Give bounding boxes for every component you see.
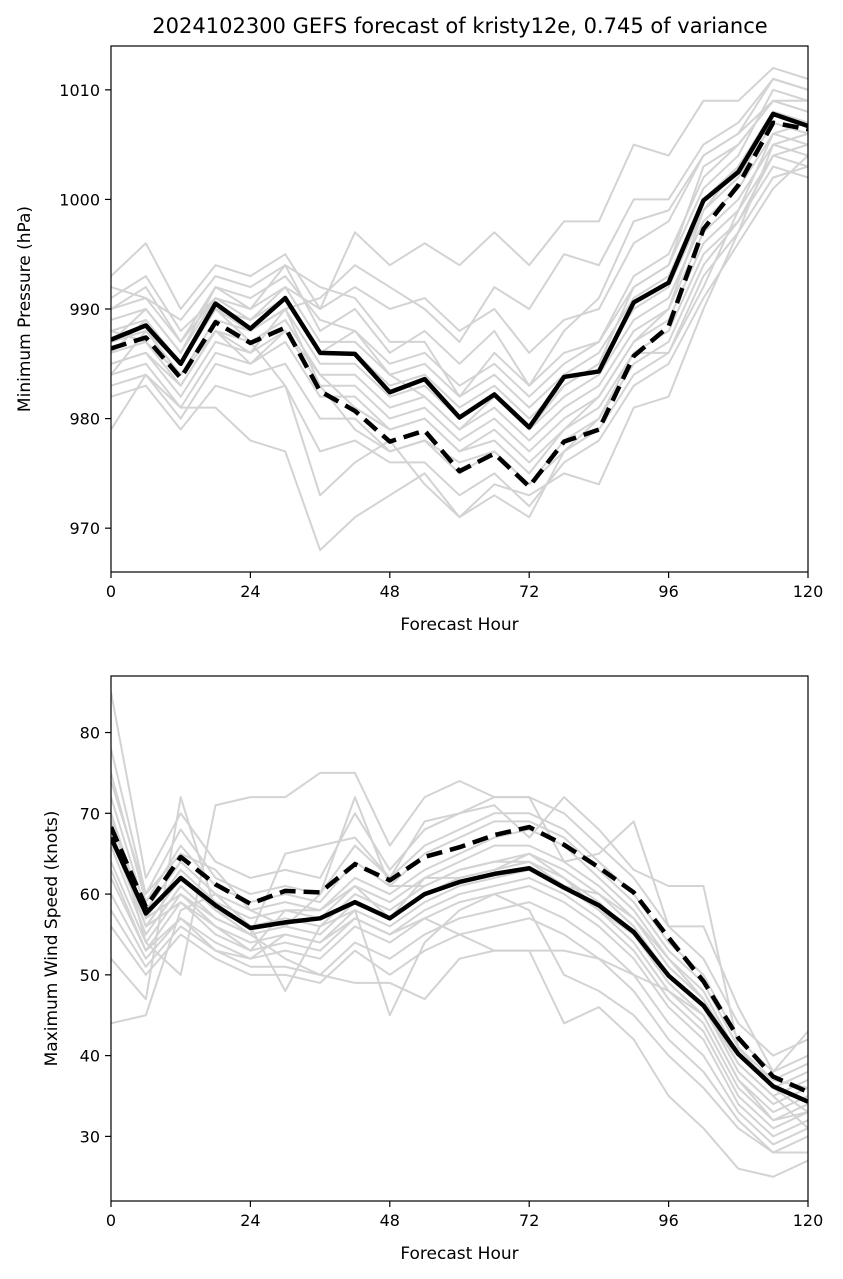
pressure-member-line-16 [111, 99, 808, 398]
wind-x-axis-label: Forecast Hour [400, 1244, 518, 1264]
pressure-member-line-2 [111, 99, 808, 387]
pressure-xtick-label-96: 96 [658, 582, 678, 601]
pressure-y-axis-label: Minimum Pressure (hPa) [15, 206, 35, 412]
wind-member-line-16 [111, 796, 808, 1113]
wind-member-line-5 [111, 812, 808, 1097]
wind-ytick-label-50: 50 [80, 966, 100, 985]
wind-xtick-label-96: 96 [658, 1211, 678, 1230]
chart-title: 2024102300 GEFS forecast of kristy12e, 0… [152, 14, 767, 38]
pressure-solid-line [111, 111, 808, 430]
wind-y-axis-label: Maximum Wind Speed (knots) [42, 811, 62, 1067]
pressure-member-line-13 [111, 121, 808, 519]
pressure-ytick-label-1000: 1000 [59, 190, 100, 209]
wind-xtick-label-24: 24 [240, 1211, 260, 1230]
wind-member-line-11 [111, 901, 808, 1146]
wind-member-line-8 [111, 861, 808, 1122]
wind-member-line-18 [111, 780, 808, 1089]
pressure-member-line-3 [111, 88, 808, 398]
pressure-dashed-line [111, 120, 808, 489]
wind-member-line-13 [111, 893, 808, 1154]
pressure-xtick-label-72: 72 [519, 582, 539, 601]
pressure-member-line-11 [111, 154, 808, 508]
wind-panel: 0 24 48 72 96 120 30 40 50 60 70 80 Forecast Hour Max… [42, 675, 824, 1264]
pressure-member-line-1 [111, 77, 808, 354]
pressure-member-line-17 [111, 110, 808, 475]
pressure-member-line-15 [111, 77, 808, 376]
wind-xtick-label-48: 48 [380, 1211, 400, 1230]
wind-ytick-label-30: 30 [80, 1127, 100, 1146]
pressure-ytick-label-980: 980 [69, 410, 100, 429]
wind-xtick-label-72: 72 [519, 1211, 539, 1230]
wind-ytick-label-60: 60 [80, 885, 100, 904]
wind-member-line-10 [111, 885, 808, 1138]
wind-ytick-label-80: 80 [80, 724, 100, 743]
pressure-xtick-label-120: 120 [793, 582, 824, 601]
pressure-xtick-label-48: 48 [380, 582, 400, 601]
pressure-member-line-19 [111, 143, 808, 486]
wind-solid-line [111, 836, 808, 1104]
wind-plot-area [111, 691, 808, 1178]
pressure-xtick-label-24: 24 [240, 582, 260, 601]
pressure-member-line-18 [111, 99, 808, 431]
wind-member-line-9 [111, 876, 808, 1130]
pressure-ytick-label-970: 970 [69, 519, 100, 538]
wind-ytick-label-70: 70 [80, 804, 100, 823]
wind-member-line-15 [111, 771, 808, 1073]
wind-axes-frame [110, 675, 809, 1202]
pressure-member-line-8 [111, 154, 808, 453]
wind-member-line-4 [111, 796, 808, 1089]
wind-xtick-label-120: 120 [793, 1211, 824, 1230]
wind-member-line-14 [111, 796, 808, 1178]
pressure-plot-area [111, 66, 808, 552]
pressure-ytick-label-990: 990 [69, 300, 100, 319]
pressure-xtick-label-0: 0 [106, 582, 116, 601]
wind-dashed-line [111, 824, 808, 1095]
wind-xtick-label-0: 0 [106, 1211, 116, 1230]
wind-ytick-label-40: 40 [80, 1047, 100, 1066]
wind-member-line-17 [111, 869, 808, 1122]
pressure-ytick-label-1010: 1010 [59, 81, 100, 100]
pressure-panel: 0 24 48 72 96 120 970 980 990 1000 1010 Forecast Ho… [15, 45, 824, 635]
pressure-x-axis-label: Forecast Hour [400, 615, 518, 635]
